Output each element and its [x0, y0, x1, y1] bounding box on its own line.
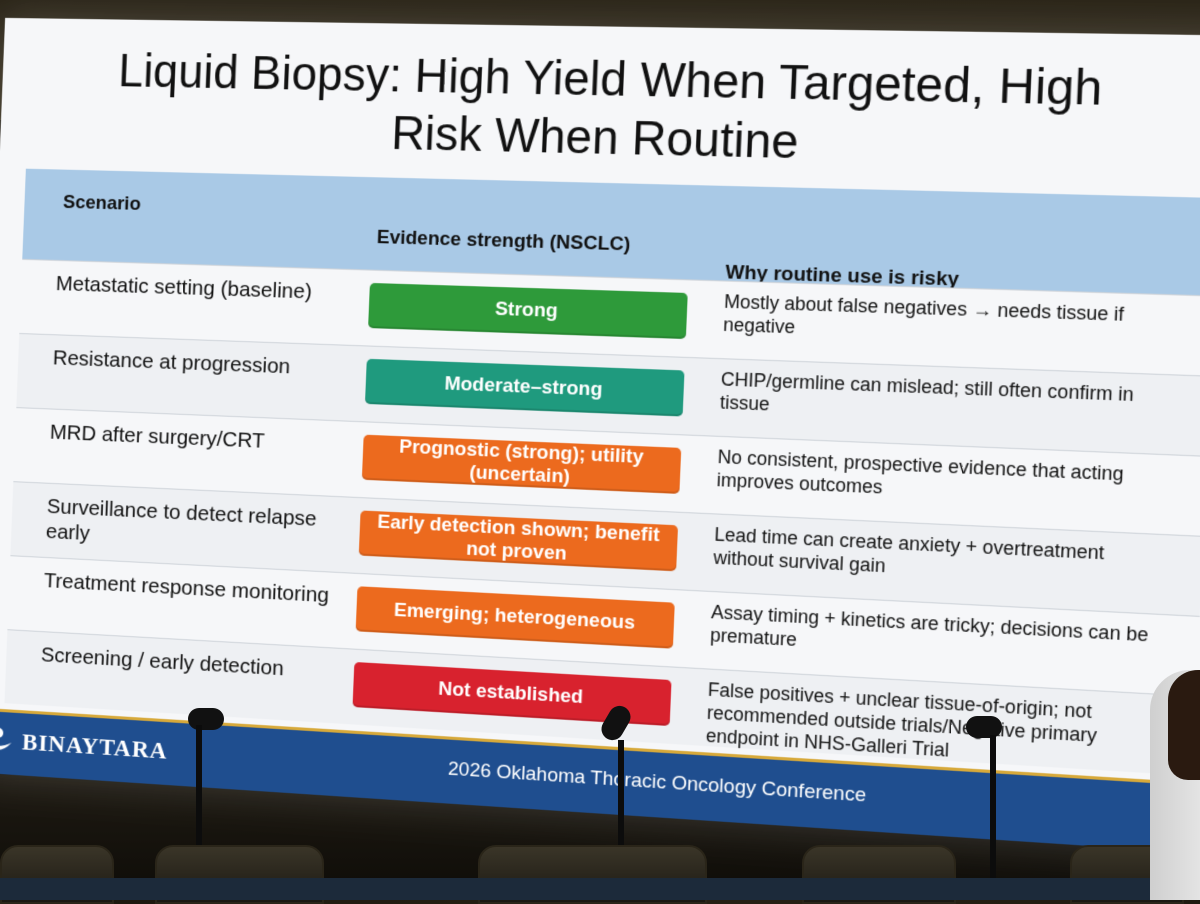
evidence-badge: Emerging; heterogeneous — [356, 586, 675, 648]
microphone-right-head — [966, 716, 1002, 738]
risk-cell: Lead time can create anxiety + overtreat… — [713, 523, 1169, 592]
scenario-cell: Resistance at progression — [52, 345, 347, 381]
evidence-table: Scenario Evidence strength (NSCLC) Why r… — [4, 169, 1200, 776]
risk-cell: No consistent, prospective evidence that… — [716, 445, 1173, 511]
microphone-left-head — [188, 708, 224, 730]
projected-slide: Liquid Biopsy: High Yield When Targeted,… — [0, 18, 1200, 855]
evidence-badge: Moderate–strong — [365, 359, 685, 417]
risk-cell: Assay timing + kinetics are tricky; deci… — [710, 600, 1166, 671]
scenario-cell: Screening / early detection — [40, 642, 335, 684]
evidence-badge: Prognostic (strong); utility (uncertain) — [362, 435, 681, 494]
scenario-cell: MRD after surgery/CRT — [49, 420, 344, 458]
scenario-cell: Metastatic setting (baseline) — [55, 271, 351, 306]
brand-logo-icon — [0, 723, 15, 759]
scenario-cell: Surveillance to detect relapse early — [45, 494, 341, 559]
table-body: Metastatic setting (baseline) Strong Mostl… — [4, 259, 1200, 776]
microphone-right-stand — [990, 735, 996, 885]
brand-name: BINAYTARA — [22, 729, 169, 765]
header-scenario: Scenario — [63, 192, 142, 216]
evidence-badge: Strong — [368, 283, 688, 339]
header-evidence: Evidence strength (NSCLC) — [376, 227, 630, 257]
risk-cell: CHIP/germline can mislead; still often c… — [719, 368, 1176, 432]
slide-title: Liquid Biopsy: High Yield When Targeted,… — [67, 41, 1159, 179]
evidence-badge: Early detection shown; benefit not prove… — [359, 510, 678, 571]
panel-table-edge — [0, 878, 1200, 900]
risk-cell: Mostly about false negatives → needs tis… — [723, 290, 1180, 352]
scenario-cell: Treatment response monitoring — [43, 568, 338, 609]
audience-person-hair — [1168, 670, 1200, 780]
conference-name: 2026 Oklahoma Thoracic Oncology Conferen… — [448, 758, 867, 808]
